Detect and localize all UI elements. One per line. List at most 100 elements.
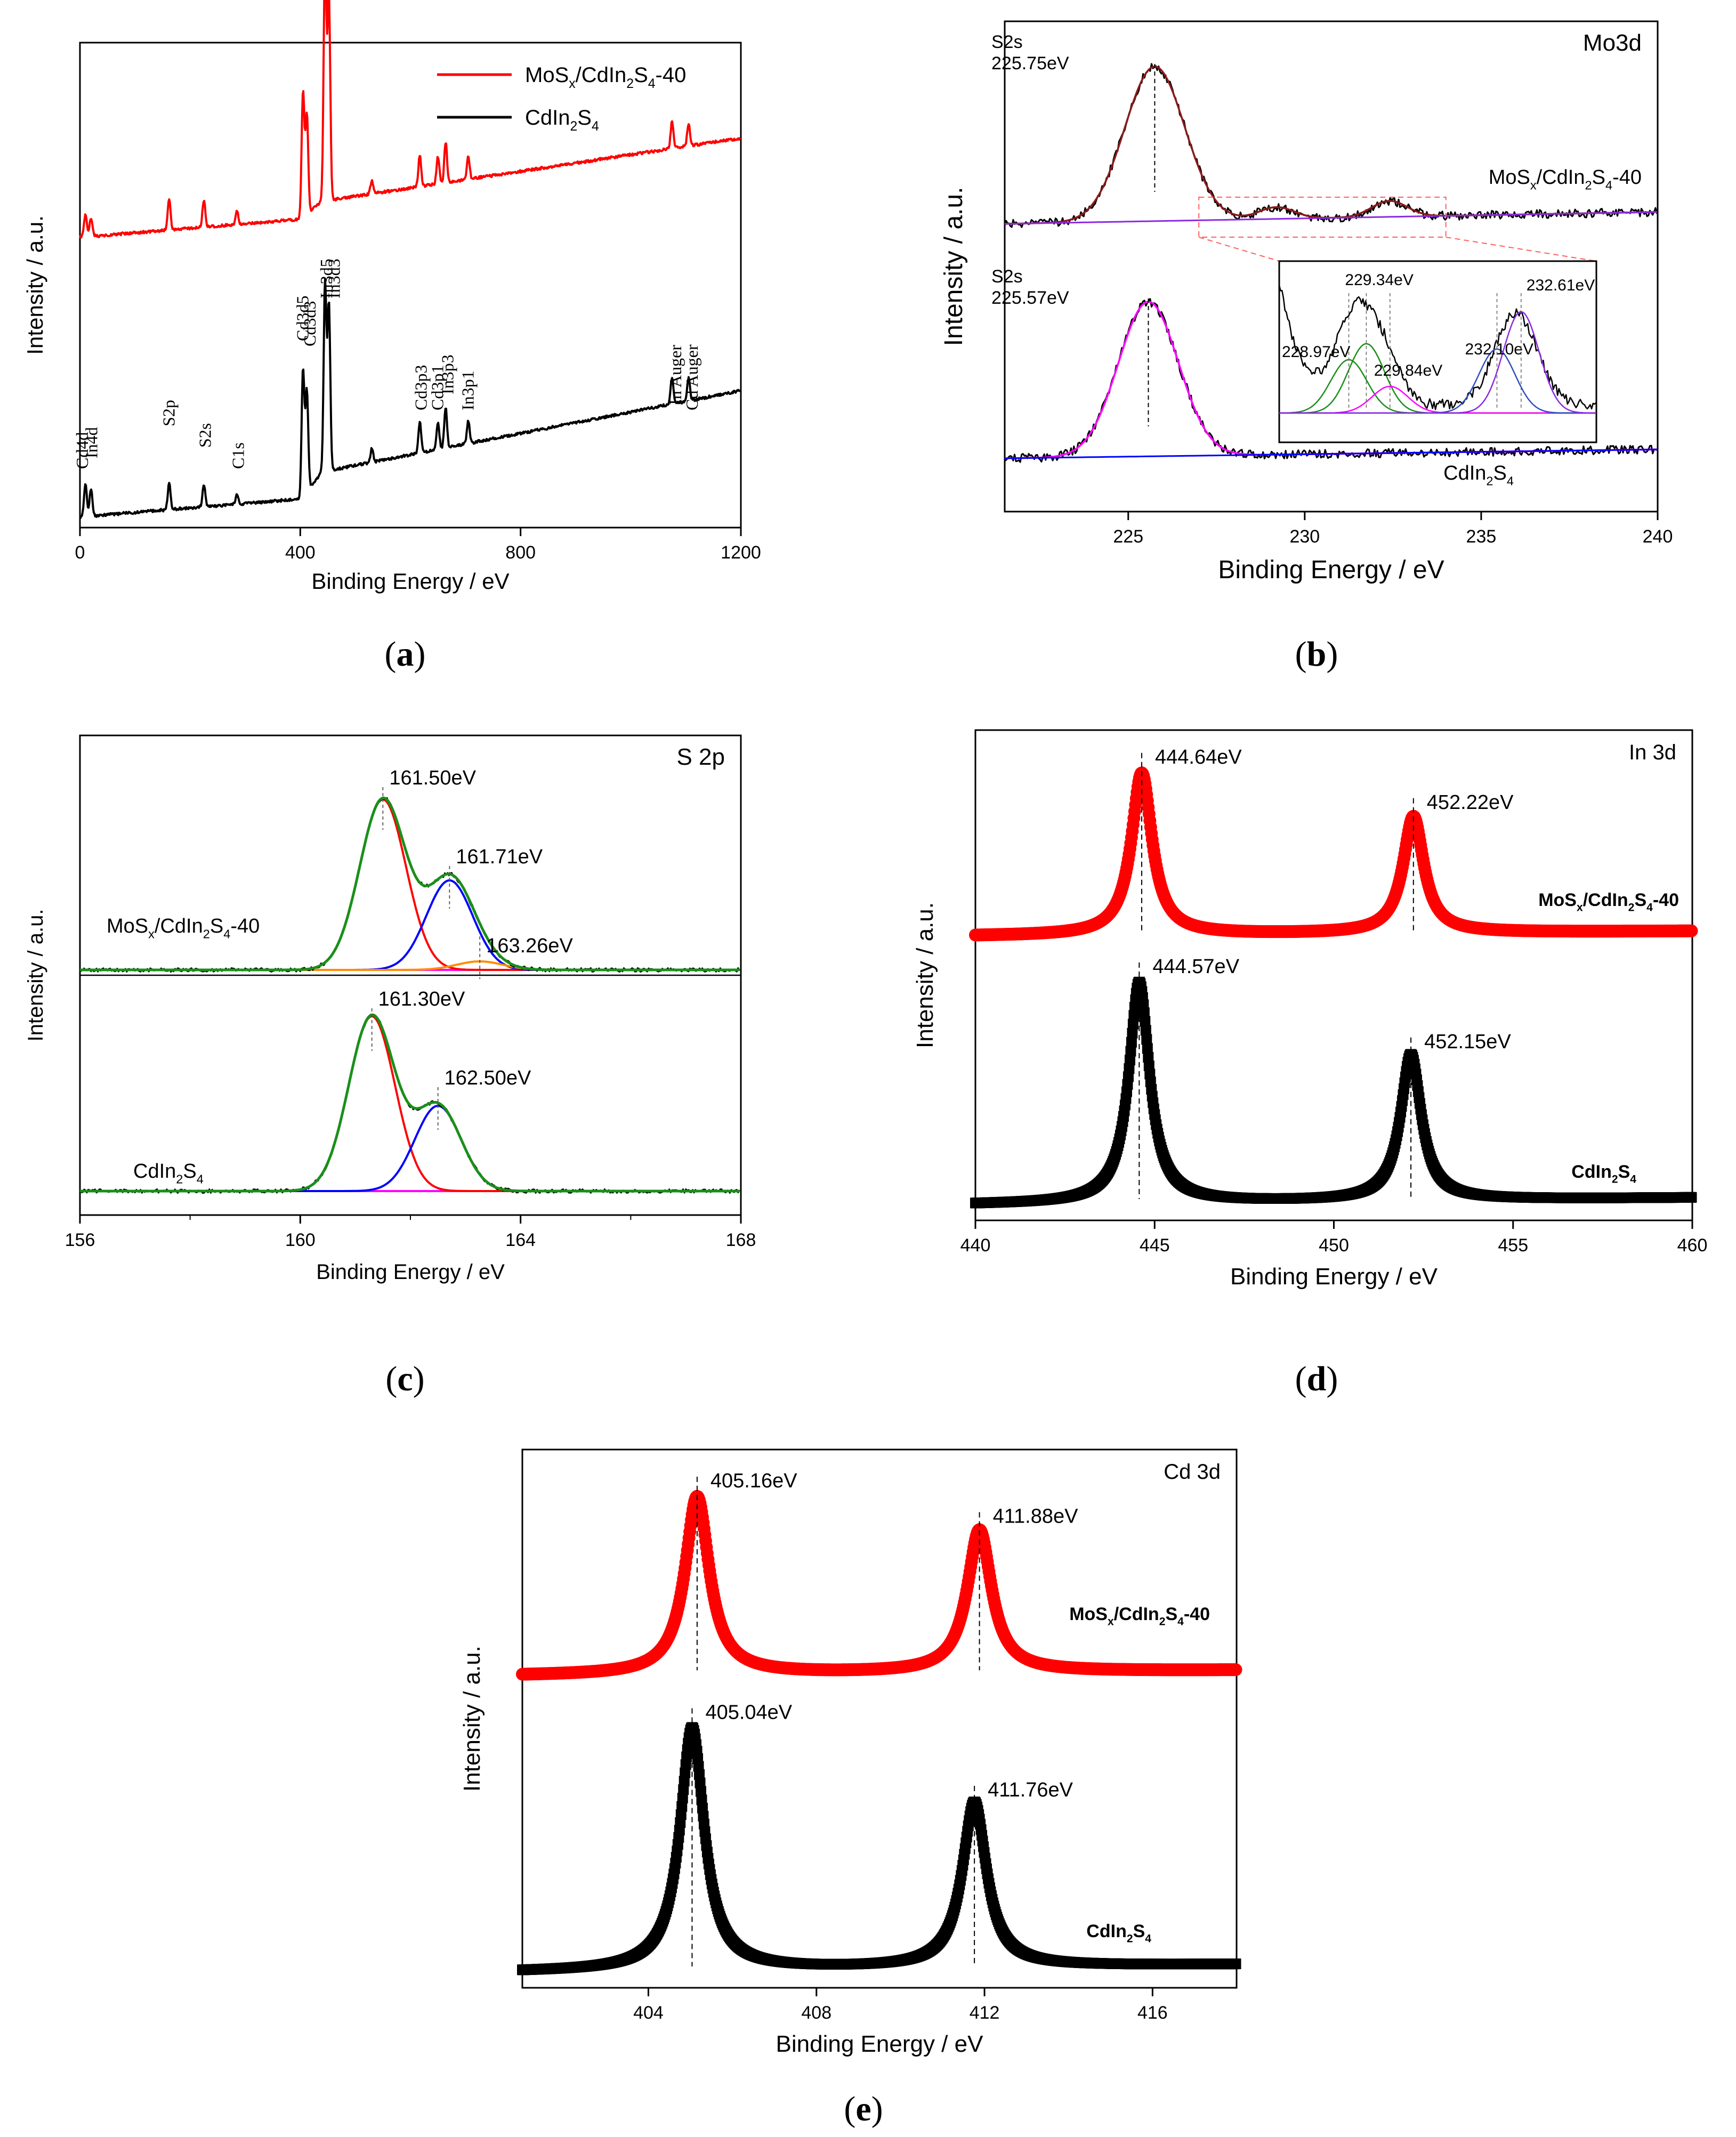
b-fit-mosx [1005, 66, 1657, 225]
d-point-mosx [1685, 924, 1698, 937]
panel-b: 225 230 235 240 Binding Energy / eV Intensity… [917, 0, 1736, 709]
c-envelope-cdin2s4 [80, 1013, 740, 1193]
e-label-mosx: MoSx/CdIn2S4-40 [1069, 1604, 1210, 1628]
a-xlabel: Binding Energy / eV [311, 569, 509, 594]
b-inset-raw [1278, 285, 1596, 410]
e-peak-label: 411.88eV [993, 1505, 1079, 1528]
d-xtick-label: 445 [1140, 1235, 1170, 1256]
d-label-cdin2s4-part: S [1618, 1162, 1630, 1182]
e-point-cdin2s4 [693, 1761, 704, 1772]
d-point-cdin2s4 [1143, 1051, 1154, 1063]
e-point-cdin2s4 [677, 1793, 688, 1804]
d-point-cdin2s4 [1127, 1027, 1138, 1039]
d-label-mosx-part: 2 [1628, 902, 1635, 914]
chart-e-svg: 404 408 412 416 Binding Energy / eV Intensity… [459, 1448, 1242, 2057]
chart-b-svg: 225 230 235 240 Binding Energy / eV Intensity… [940, 20, 1673, 584]
e-label-cdin2s4-part: CdIn [1086, 1921, 1127, 1941]
panel-d: 440 445 450 455 460 Binding Energy / eV Intens… [879, 709, 1736, 1402]
d-peak-label: 452.22eV [1427, 791, 1514, 814]
d-point-cdin2s4 [1126, 1037, 1137, 1048]
b-label-mosx-part: 2 [1585, 179, 1592, 192]
b-xtick-label: 240 [1643, 527, 1673, 547]
d-label-cdin2s4-part: CdIn [1571, 1162, 1612, 1182]
d-title: In 3d [1629, 741, 1676, 764]
a-legend-label-part: MoS [525, 63, 569, 87]
caption-d: (d) [1295, 1359, 1338, 1398]
b-label-mosx-part: x [1530, 179, 1537, 192]
a-legend-label-part: S [577, 106, 592, 129]
e-label-mosx-part: MoS [1069, 1604, 1108, 1624]
a-legend-label: MoSx/CdIn2S4-40 [525, 63, 686, 91]
e-label-mosx-part: S [1165, 1604, 1177, 1624]
chart-d-svg: 440 445 450 455 460 Binding Energy / eV Intens… [912, 729, 1708, 1290]
c-label-cdin2s4-part: 2 [176, 1172, 183, 1186]
b-label-mosx-part: S [1592, 166, 1605, 189]
d-xtick-label: 450 [1319, 1235, 1349, 1256]
panel-c: 156 160 164 168 Binding Energy / eV Intensity… [0, 709, 853, 1402]
a-legend-label-part: 2 [626, 77, 634, 91]
d-peak-label: 452.15eV [1424, 1031, 1511, 1053]
b-zoom-connector [1446, 237, 1597, 262]
a-peak-annotation: In3d3 [324, 258, 343, 298]
e-point-cdin2s4 [680, 1767, 691, 1778]
a-peak-annotation: Cd Auger [682, 344, 701, 410]
b-label-mosx-part: -40 [1612, 166, 1642, 189]
panel-e: 404 408 412 416 Binding Energy / eV Intensity… [437, 1428, 1290, 2137]
a-ylabel: Intensity / a.u. [22, 215, 47, 354]
e-peak-label: 405.04eV [705, 1702, 792, 1724]
d-peak-label: 444.57eV [1152, 956, 1239, 978]
b-peak-value: 225.57eV [991, 288, 1069, 308]
c-label-mosx-part: 4 [223, 927, 230, 941]
a-legend-label-part: -40 [656, 63, 687, 87]
b-label-mosx: MoSx/CdIn2S4-40 [1489, 166, 1642, 192]
a-series-cdin2s4 [79, 278, 741, 520]
c-title: S 2p [676, 744, 725, 770]
b-xtick-label: 235 [1466, 527, 1497, 547]
b-background-mosx [1005, 211, 1657, 225]
c-xlabel: Binding Energy / eV [316, 1260, 505, 1284]
e-point-cdin2s4 [679, 1776, 690, 1787]
a-xtick-label: 0 [75, 543, 85, 563]
b-peak-value: 225.75eV [991, 53, 1069, 74]
d-xtick-label: 455 [1498, 1235, 1528, 1256]
b-zoom-connector [1198, 237, 1280, 262]
d-label-cdin2s4: CdIn2S4 [1571, 1162, 1636, 1186]
c-xtick-label: 164 [505, 1230, 536, 1250]
a-peak-annotation: C1s [229, 442, 248, 469]
d-point-cdin2s4 [1138, 999, 1149, 1010]
d-point-cdin2s4 [1141, 1034, 1152, 1045]
a-xtick-label: 1200 [721, 543, 761, 563]
b-label-mosx-part: MoS [1489, 166, 1530, 189]
c-envelope-mosx [80, 796, 740, 972]
c-label-cdin2s4-part: CdIn [133, 1160, 176, 1183]
a-peak-annotation: Cd3d3 [300, 301, 319, 346]
b-label-cdin2s4-part: 2 [1486, 474, 1493, 488]
b-inset-component [1279, 311, 1596, 414]
d-point-cdin2s4 [1127, 1018, 1139, 1030]
a-peak-annotation: S2p [159, 400, 178, 426]
a-peak-annotation: In3d5 [317, 258, 336, 298]
b-label-mosx-part: 4 [1605, 179, 1612, 192]
b-xtick-label: 225 [1113, 527, 1143, 547]
b-inset-peak-label: 228.97eV [1282, 343, 1350, 361]
b-label-mosx-part: /CdIn [1537, 166, 1585, 189]
a-legend-label-part: S [634, 63, 648, 87]
e-point-cdin2s4 [696, 1786, 706, 1797]
d-label-mosx-part: x [1577, 902, 1583, 914]
d-xtick-label: 460 [1677, 1235, 1708, 1256]
e-point-mosx [1229, 1663, 1242, 1677]
d-label-mosx: MoSx/CdIn2S4-40 [1538, 890, 1679, 914]
e-point-cdin2s4 [678, 1784, 689, 1795]
c-xtick-label: 156 [65, 1230, 95, 1250]
e-series-cdin2s4 [517, 1722, 1241, 1976]
b-zoom-region [1198, 197, 1447, 238]
d-label-mosx-part: MoS [1538, 890, 1577, 910]
e-label-mosx-part: 4 [1177, 1616, 1184, 1628]
a-legend-label-part: 4 [648, 77, 656, 91]
e-label-cdin2s4-part: S [1133, 1921, 1145, 1941]
c-label-mosx: MoSx/CdIn2S4-40 [107, 915, 260, 941]
a-legend-label-part: x [569, 77, 576, 91]
e-label-mosx-part: -40 [1184, 1604, 1210, 1624]
d-point-cdin2s4 [1139, 1007, 1150, 1018]
b-label-cdin2s4: CdIn2S4 [1443, 462, 1514, 488]
